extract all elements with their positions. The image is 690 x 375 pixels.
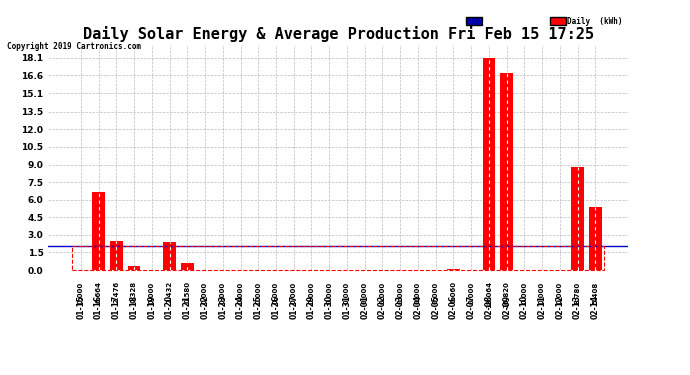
Bar	[92, 192, 105, 270]
Text: 0.000: 0.000	[255, 281, 262, 303]
Text: 18.064: 18.064	[486, 281, 492, 308]
Text: 0.000: 0.000	[539, 281, 545, 303]
Text: 5.408: 5.408	[592, 281, 598, 303]
Text: 2.432: 2.432	[166, 281, 172, 303]
Text: 0.000: 0.000	[344, 281, 350, 303]
Text: 0.000: 0.000	[202, 281, 208, 303]
Text: 0.000: 0.000	[522, 281, 527, 303]
Bar	[181, 263, 193, 270]
Text: 0.000: 0.000	[273, 281, 279, 303]
Bar	[589, 207, 602, 270]
Text: 0.000: 0.000	[433, 281, 439, 303]
Text: 0.000: 0.000	[326, 281, 332, 303]
Text: 0.000: 0.000	[78, 281, 84, 303]
Text: 0.000: 0.000	[237, 281, 244, 303]
Bar	[571, 167, 584, 270]
Bar	[500, 73, 513, 270]
Text: Copyright 2019 Cartronics.com: Copyright 2019 Cartronics.com	[7, 42, 141, 51]
Text: 0.000: 0.000	[362, 281, 368, 303]
Text: 16.820: 16.820	[504, 281, 510, 308]
Text: 0.060: 0.060	[451, 281, 456, 303]
Text: 8.780: 8.780	[575, 281, 580, 303]
Text: 0.000: 0.000	[220, 281, 226, 303]
Text: 0.000: 0.000	[468, 281, 474, 303]
Title: Daily Solar Energy & Average Production Fri Feb 15 17:25: Daily Solar Energy & Average Production …	[83, 27, 593, 42]
Text: 0.000: 0.000	[557, 281, 563, 303]
Text: 0.000: 0.000	[149, 281, 155, 303]
Text: 0.000: 0.000	[308, 281, 315, 303]
Bar	[72, 246, 604, 270]
Bar	[164, 242, 176, 270]
Text: 0.328: 0.328	[131, 281, 137, 303]
Text: 0.000: 0.000	[415, 281, 421, 303]
Text: 6.664: 6.664	[96, 281, 101, 303]
Text: 2.476: 2.476	[113, 281, 119, 303]
Bar	[110, 241, 123, 270]
Text: 0.000: 0.000	[380, 281, 386, 303]
Legend: Average  (kWh), Daily  (kWh): Average (kWh), Daily (kWh)	[465, 15, 624, 27]
Text: 0.000: 0.000	[290, 281, 297, 303]
Bar	[483, 58, 495, 270]
Text: 0.000: 0.000	[397, 281, 403, 303]
Text: 0.580: 0.580	[184, 281, 190, 303]
Bar	[128, 266, 140, 270]
Bar	[447, 269, 460, 270]
